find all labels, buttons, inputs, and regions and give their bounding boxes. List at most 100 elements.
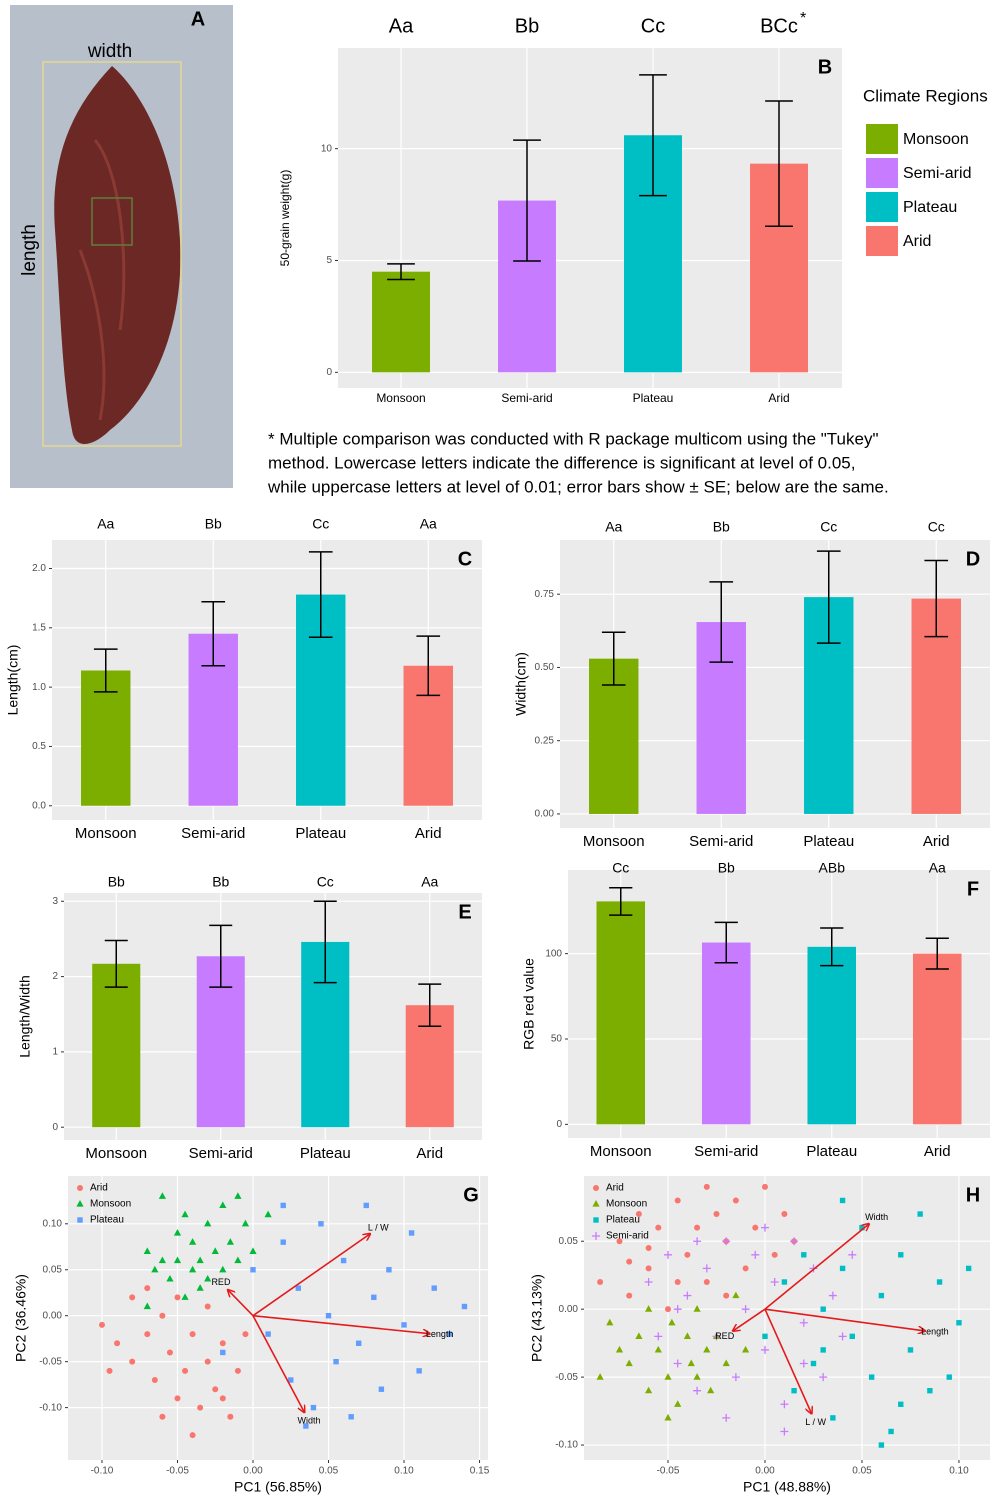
x-tick-label: Plateau <box>295 825 346 842</box>
x-tick-label: Plateau <box>633 391 674 405</box>
loading-arrow <box>252 1314 430 1334</box>
arrow-label: L / W <box>805 1417 826 1427</box>
data-point <box>310 1404 317 1411</box>
legend-swatch <box>866 226 898 256</box>
y-tick-label: -0.05 <box>555 1372 578 1383</box>
significance-letter: Aa <box>421 874 438 890</box>
data-point <box>799 1359 808 1368</box>
x-axis-title: PC1 (56.85%) <box>234 1479 322 1495</box>
y-tick-label: 3 <box>52 896 58 907</box>
data-point <box>219 1395 226 1402</box>
significance-letter: Aa <box>389 15 414 37</box>
data-point <box>664 1413 672 1421</box>
data-point <box>781 1279 788 1285</box>
error-bar <box>93 648 118 693</box>
data-point <box>760 1345 769 1354</box>
x-tick-label: -0.10 <box>91 1466 114 1477</box>
data-point <box>674 1197 681 1204</box>
width-label: width <box>87 41 132 62</box>
x-tick-label: Monsoon <box>590 1143 652 1160</box>
x-tick-label: Semi-arid <box>689 833 753 850</box>
significance-letter: ABb <box>819 860 846 876</box>
y-axis-title: PC2 (43.13%) <box>529 1274 545 1362</box>
data-point <box>694 1224 701 1231</box>
data-point <box>761 1183 768 1190</box>
y-tick-label: -0.10 <box>555 1440 578 1451</box>
y-tick-label: 5 <box>326 255 332 266</box>
bar <box>807 946 857 1125</box>
panel-label: A <box>191 8 205 30</box>
legend-label: Semi-arid <box>903 165 971 182</box>
data-point <box>401 1322 407 1328</box>
data-point <box>144 1331 151 1338</box>
x-tick-label: 0.10 <box>394 1466 414 1477</box>
panel-label: C <box>458 548 472 570</box>
legend-marker <box>77 1217 83 1223</box>
panel-label: H <box>966 1184 980 1206</box>
data-point <box>790 1237 799 1246</box>
data-point <box>849 1333 855 1340</box>
y-tick-label: 0.75 <box>535 589 555 600</box>
data-point <box>956 1320 962 1326</box>
bar <box>596 901 646 1125</box>
data-point <box>703 1183 710 1190</box>
data-point <box>741 1345 750 1353</box>
arrow-label: Width <box>865 1212 888 1222</box>
x-tick-label: Semi-arid <box>189 1145 253 1162</box>
data-point <box>204 1274 212 1282</box>
bar <box>81 670 131 806</box>
y-axis-title: Width(cm) <box>513 652 529 716</box>
y-tick-label: 0 <box>556 1119 562 1130</box>
panel-label: B <box>818 56 832 78</box>
data-point <box>644 1305 653 1312</box>
y-tick-label: 0 <box>326 367 332 378</box>
data-point <box>615 1345 624 1353</box>
data-point <box>655 1224 662 1231</box>
y-axis-title: Length/Width <box>17 975 33 1058</box>
data-point <box>606 1318 614 1326</box>
data-point <box>731 1373 740 1382</box>
data-point <box>241 1219 250 1227</box>
y-tick-label: 2 <box>52 971 58 982</box>
significance-letter: Bb <box>108 874 125 890</box>
data-point <box>226 1238 234 1245</box>
significance-letter: Bb <box>212 874 229 890</box>
legend-marker <box>77 1185 83 1191</box>
data-point <box>712 1332 721 1341</box>
legend-label: Arid <box>903 233 931 250</box>
data-point <box>249 1247 257 1254</box>
data-point <box>674 1278 681 1285</box>
error-bar <box>313 900 337 984</box>
data-point <box>654 1332 663 1341</box>
data-point <box>189 1432 196 1439</box>
data-point <box>431 1285 437 1291</box>
y-tick-label: 10 <box>321 143 333 154</box>
significance-letter: Cc <box>928 519 945 535</box>
data-point <box>713 1211 720 1218</box>
scatter-panel: -0.05 0.00 0.05 0.10 -0.10 -0.05 0.00 0.05 Arid M… <box>529 1176 990 1495</box>
panel-label: G <box>463 1184 479 1206</box>
y-tick-label: 50 <box>551 1034 563 1045</box>
data-point <box>722 1359 730 1367</box>
loading-arrow <box>764 1224 869 1310</box>
bar-panel: 0.00 0.25 0.50 0.75 Monsoon Aa Semi-arid Bb Plat… <box>513 519 990 850</box>
bar <box>912 953 962 1125</box>
data-point <box>265 1331 271 1337</box>
data-point <box>848 1250 857 1259</box>
data-point <box>810 1360 817 1367</box>
loading-arrow <box>764 1308 812 1413</box>
data-point <box>936 1279 943 1285</box>
y-tick-label: 0.00 <box>43 1310 63 1321</box>
x-tick-label: -0.05 <box>166 1466 189 1477</box>
legend-marker <box>592 1232 600 1240</box>
legend-label: Arid <box>90 1183 108 1194</box>
error-bar <box>609 887 633 916</box>
x-tick-label: Plateau <box>806 1143 857 1160</box>
data-point <box>664 1306 671 1313</box>
data-point <box>416 1368 422 1374</box>
error-bar <box>104 939 128 988</box>
y-tick-label: 0.00 <box>559 1304 579 1315</box>
x-tick-label: Monsoon <box>376 391 425 405</box>
data-point <box>211 1247 219 1254</box>
legend-label: Plateau <box>90 1215 124 1226</box>
